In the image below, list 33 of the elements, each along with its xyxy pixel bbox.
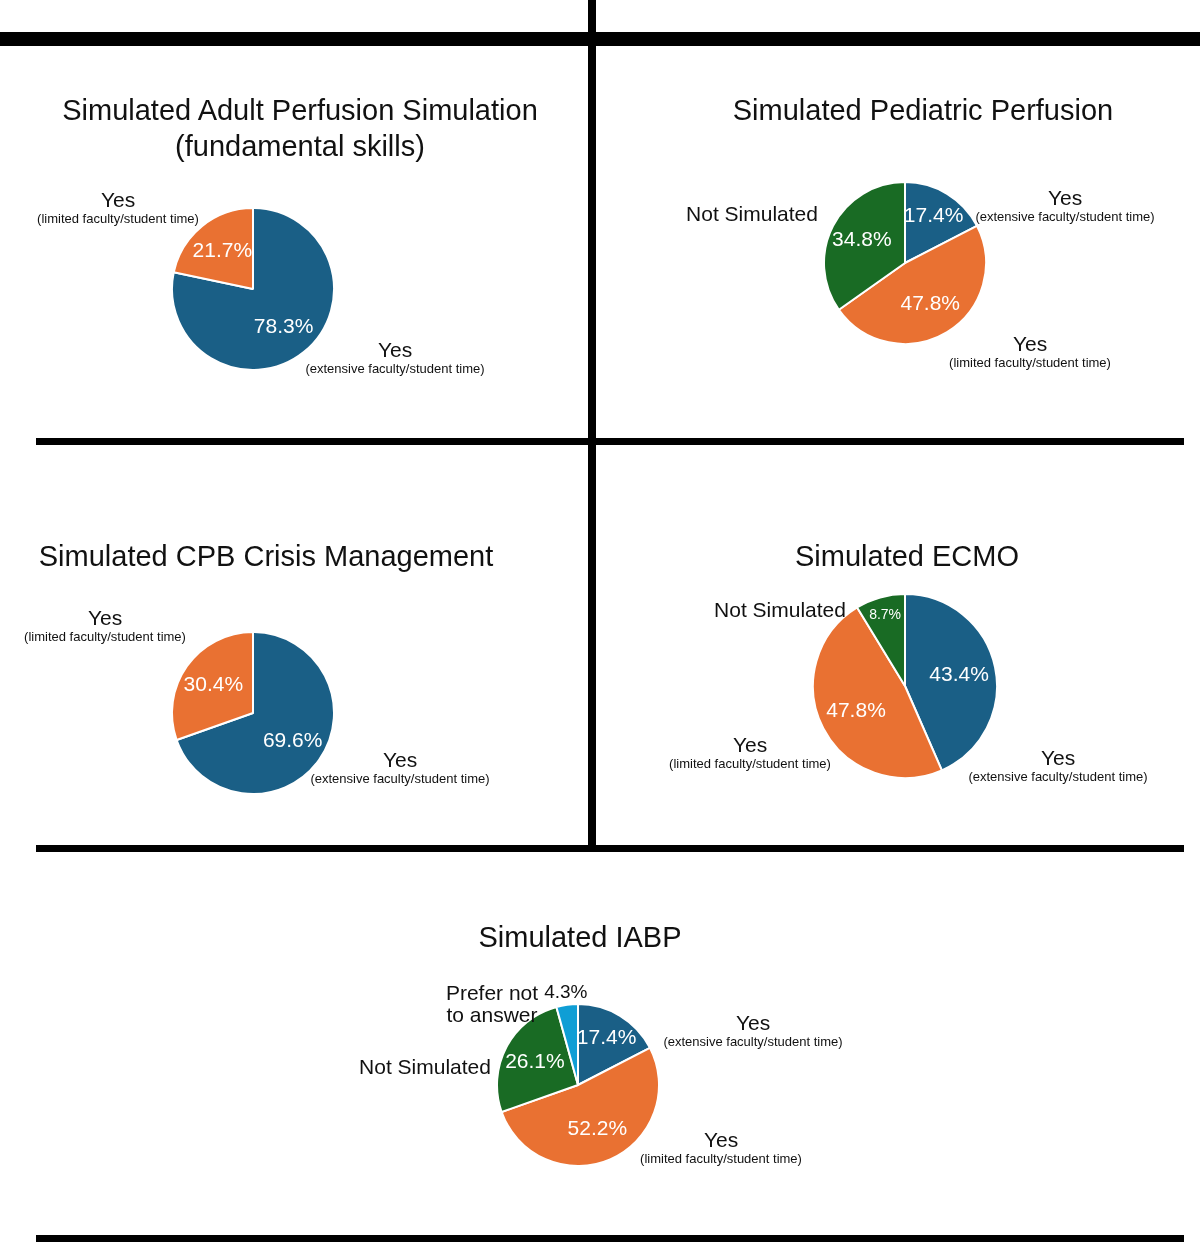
slice-label: Yes (extensive faculty/student time) (663, 1011, 843, 1050)
slice-label: Yes (limited faculty/student time) (640, 1128, 802, 1167)
data-label: 47.8% (900, 291, 961, 315)
data-label: 47.8% (826, 698, 886, 722)
slice-label: Not Simulated (714, 598, 846, 622)
chart-title: Simulated IABP (477, 920, 683, 955)
slice-label: Not Simulated (359, 1055, 491, 1079)
chart-title: Simulated CPB Crisis Management (37, 539, 495, 574)
chart-title: Simulated ECMO (794, 539, 1020, 574)
data-label: 69.6% (262, 727, 323, 751)
data-label: 21.7% (192, 238, 253, 262)
data-label: 52.2% (567, 1116, 628, 1140)
slice-label: Yes (extensive faculty/student time) (968, 746, 1148, 785)
data-label: 26.1% (505, 1049, 565, 1073)
data-label: 34.8% (832, 227, 892, 251)
slice-label: Yes (extensive faculty/student time) (305, 338, 485, 377)
chart-title: Simulated Pediatric Perfusion (731, 93, 1115, 128)
slice-label: Yes (limited faculty/student time) (949, 332, 1111, 371)
slice-label: Prefer not to answer (445, 981, 539, 1027)
chart-title: Simulated Adult Perfusion Simulation (fundamental skills) (61, 93, 539, 164)
data-label: 4.3% (544, 980, 588, 1002)
slice-label: Yes (limited faculty/student time) (669, 733, 831, 772)
data-label: 78.3% (253, 313, 314, 337)
slice-label: Yes (limited faculty/student time) (37, 188, 199, 227)
data-label: 30.4% (183, 671, 244, 695)
data-label: 17.4% (576, 1024, 637, 1048)
slice-label: Yes (extensive faculty/student time) (310, 748, 490, 787)
slice-label: Yes (limited faculty/student time) (24, 606, 186, 645)
data-label: 17.4% (903, 202, 964, 226)
slice-label: Yes (extensive faculty/student time) (975, 186, 1155, 225)
slice-label: Not Simulated (686, 202, 818, 226)
data-label: 43.4% (929, 661, 989, 685)
data-label: 8.7% (869, 606, 902, 622)
